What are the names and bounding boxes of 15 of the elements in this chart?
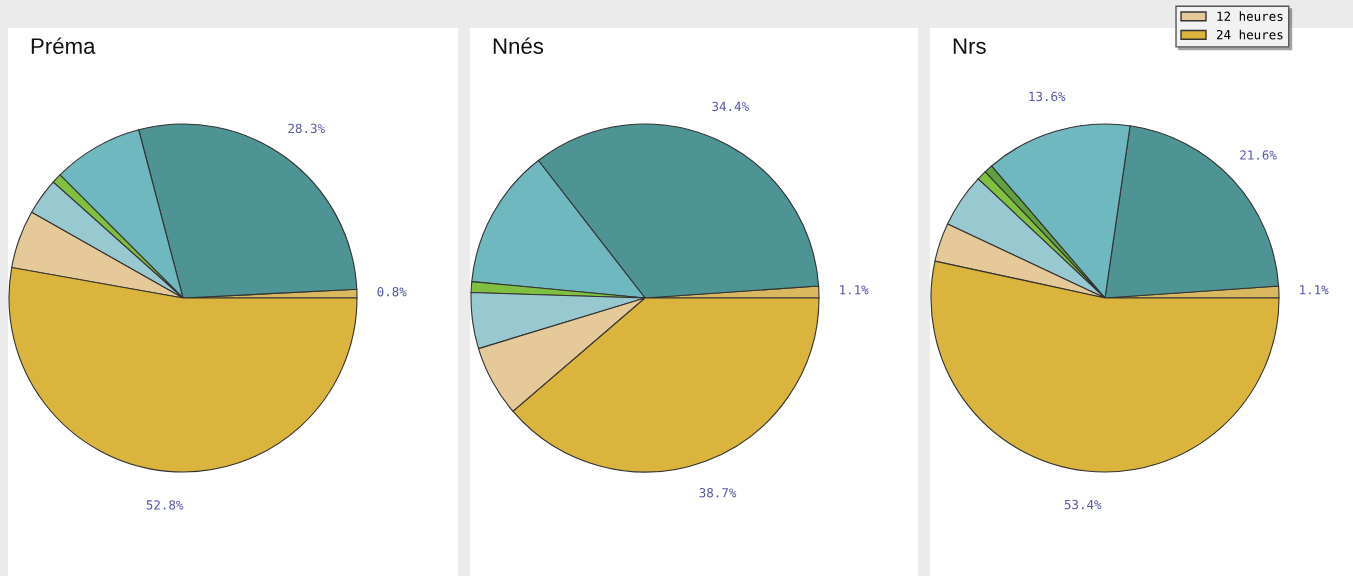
data-label: 28.3% xyxy=(288,123,325,134)
data-label: 34.4% xyxy=(712,101,749,112)
legend-label: 24 heures xyxy=(1216,29,1283,40)
data-label: 21.6% xyxy=(1240,150,1277,160)
data-label: 53.4% xyxy=(1064,499,1102,510)
data-label: 1.1% xyxy=(1300,285,1329,295)
legend-label: 12 heures xyxy=(1217,11,1283,21)
data-label: 1.1% xyxy=(840,285,869,295)
text: Préma xyxy=(31,37,96,54)
chart-title: Nrs xyxy=(953,38,986,54)
data-label: 13.6% xyxy=(1029,91,1066,102)
chart-title: Nnés xyxy=(493,37,544,54)
data-label: 52.8% xyxy=(146,500,184,510)
data-label: 38.7% xyxy=(699,487,737,498)
data-label: 0.8% xyxy=(377,286,407,297)
